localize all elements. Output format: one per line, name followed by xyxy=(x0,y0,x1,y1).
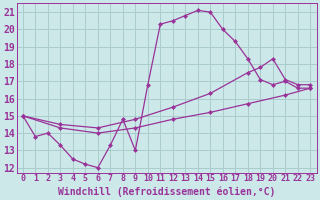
X-axis label: Windchill (Refroidissement éolien,°C): Windchill (Refroidissement éolien,°C) xyxy=(58,186,275,197)
